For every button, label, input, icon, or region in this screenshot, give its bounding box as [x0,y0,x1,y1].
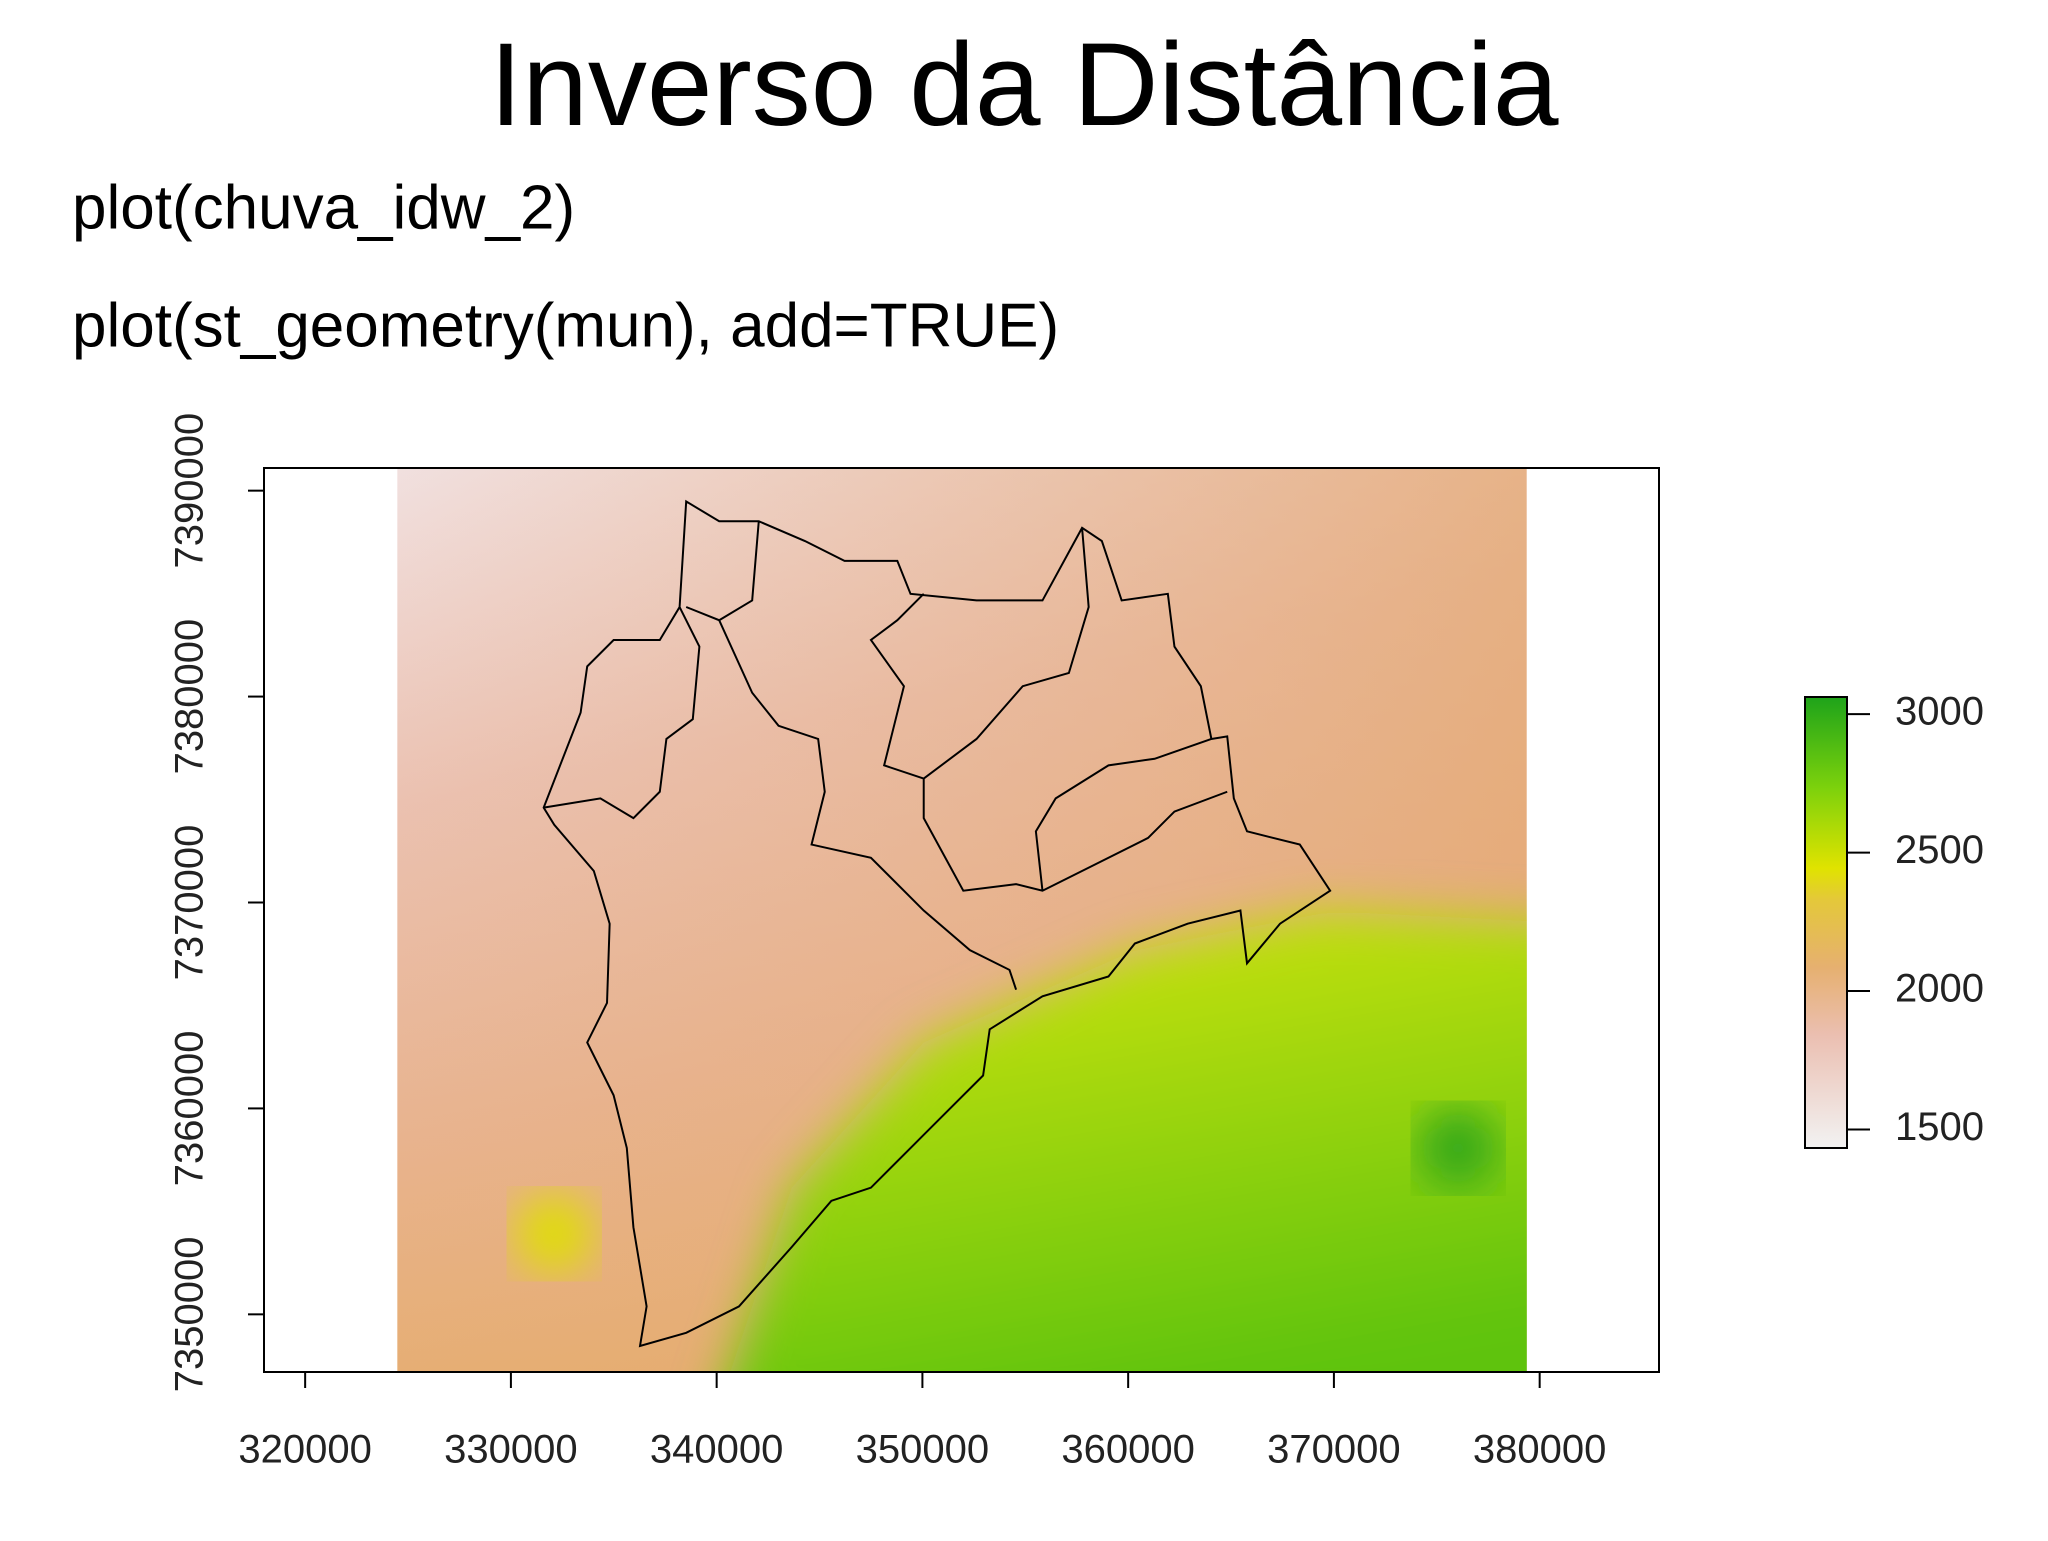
x-tick-label: 360000 [1061,1428,1194,1472]
x-tick-label: 370000 [1267,1428,1400,1472]
colorbar-tick-label: 3000 [1895,690,1984,734]
plot-frame [263,467,1660,1373]
x-tick-label: 380000 [1473,1428,1606,1472]
title: Inverso da Distância [489,19,1558,151]
raster-map [397,468,1527,1373]
x-tick-label: 340000 [650,1428,783,1472]
colorbar-tick-label: 1500 [1895,1105,1984,1149]
y-tick-label: 7390000 [168,413,212,569]
raster [397,468,1527,1373]
colorbar [1804,696,1848,1149]
municipality-borders [542,499,1332,1348]
code-line: plot(chuva_idw_2) [72,173,575,242]
y-tick-label: 7380000 [168,619,212,775]
code-line: plot(st_geometry(mun), add=TRUE) [72,291,1059,360]
y-tick-label: 7350000 [168,1236,212,1392]
y-tick-label: 7370000 [168,825,212,981]
x-tick-label: 320000 [238,1428,371,1472]
colorbar-tick-label: 2500 [1895,828,1984,872]
colorbar-tick-label: 2000 [1895,967,1984,1011]
x-tick-label: 330000 [444,1428,577,1472]
x-tick-label: 350000 [856,1428,989,1472]
y-tick-label: 7360000 [168,1031,212,1187]
